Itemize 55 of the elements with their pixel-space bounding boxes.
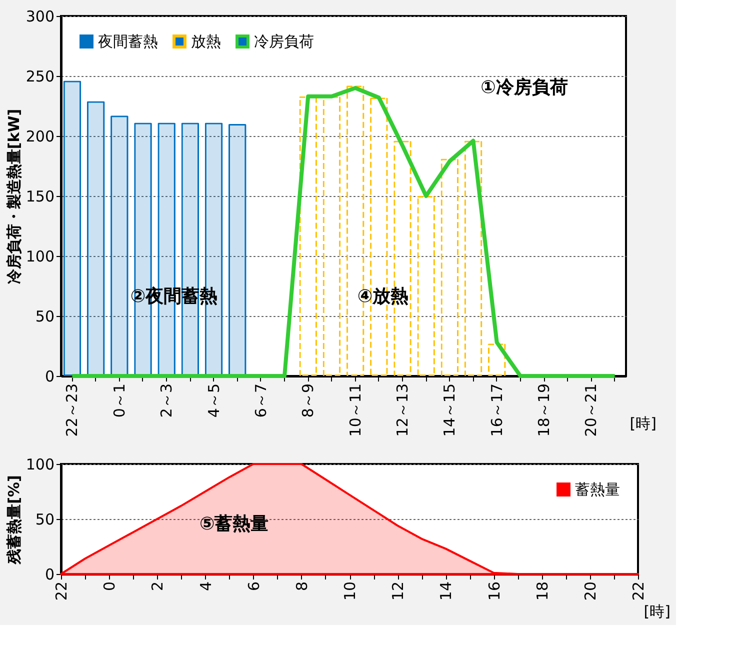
bar: [228, 124, 246, 376]
x-tick-label: 8～9: [299, 384, 318, 418]
bar: [63, 80, 82, 376]
y-tick-label: 150: [26, 188, 54, 206]
annotation: ①冷房負荷: [480, 77, 568, 98]
x-tick-label: 4: [196, 582, 215, 592]
x-tick-label: 16: [485, 582, 504, 601]
y-tick-label: 0: [44, 368, 54, 386]
x-tick-label: 18～19: [535, 384, 554, 437]
x-tick-label: 20～21: [582, 384, 600, 437]
x-tick-label: 0: [100, 582, 119, 592]
x-tick-label: 16～17: [488, 384, 506, 437]
x-tick-label: 20: [581, 582, 600, 601]
x-tick-label: 4～5: [204, 384, 223, 418]
bar: [488, 344, 506, 376]
x-tick-label: 10: [341, 582, 359, 601]
x-tick-label: 10～11: [346, 384, 364, 437]
legend-label: 放熱: [191, 32, 221, 51]
legend-label: 夜間蓄熱: [98, 32, 158, 51]
x-tick-label: 0～1: [110, 384, 128, 418]
x-tick-label: 2～3: [158, 384, 176, 418]
bar: [299, 96, 317, 376]
x-tick-label: 14～15: [440, 384, 459, 437]
x-tick-label: 14: [437, 582, 456, 601]
y-tick-label: 50: [35, 510, 54, 528]
bar: [110, 116, 128, 376]
y-tick-label: 50: [35, 308, 54, 326]
x-tick-label: 6: [244, 582, 263, 592]
y-tick-label: 300: [26, 8, 54, 26]
bar: [417, 196, 435, 376]
annotation: ⑤蓄熱量: [199, 514, 269, 534]
x-tick-label: 12～13: [393, 384, 412, 437]
y-axis-title: 残蓄熱量[%]: [4, 475, 23, 565]
bar: [464, 140, 482, 376]
x-tick-label: 8: [292, 582, 311, 592]
x-tick-label: 22～23: [63, 384, 82, 437]
x-tick-label: 6～7: [252, 384, 270, 418]
bar: [86, 101, 105, 376]
x-tick-label: 22: [630, 582, 648, 601]
x-tick-label: 12: [389, 582, 408, 601]
y-tick-label: 100: [26, 456, 54, 474]
x-tick-label: 22: [52, 582, 70, 601]
x-tick-label: 2: [148, 582, 167, 592]
legend-label: 冷房負荷: [254, 32, 314, 51]
x-axis-title: [時]: [630, 414, 656, 432]
legend-label: 蓄熱量: [575, 480, 620, 498]
bar: [181, 122, 200, 376]
y-tick-label: 100: [26, 248, 54, 266]
x-axis-title: [時]: [644, 602, 670, 620]
bar: [440, 158, 459, 376]
y-tick-label: 250: [26, 68, 54, 86]
y-tick-label: 200: [26, 128, 54, 146]
x-tick-label: 18: [533, 582, 552, 601]
y-axis-title: 冷房負荷・製造熱量[kW]: [4, 108, 23, 284]
bar: [322, 96, 341, 376]
